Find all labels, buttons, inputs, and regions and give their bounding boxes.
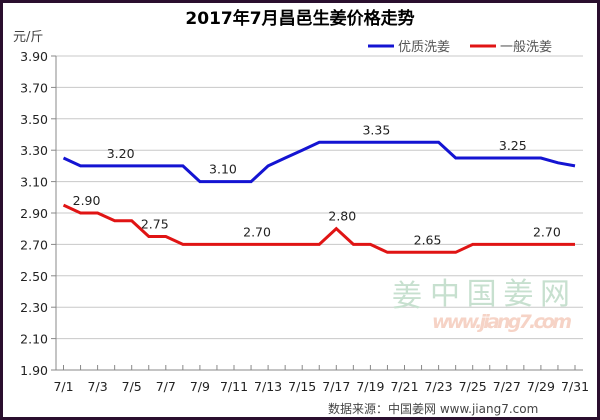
legend-label-premium: 优质洗姜 [398,40,450,55]
x-tick-label: 7/11 [220,379,248,394]
x-tick-label: 7/25 [459,379,487,394]
x-tick-label: 7/29 [527,379,555,394]
y-axis-ticks: 3.90 3.70 3.50 3.30 3.10 2.90 2.70 2.50 2.30 2.10… [20,49,57,378]
x-tick-label: 7/23 [425,379,453,394]
watermark-logo-icon: 姜 [392,279,422,314]
y-tick-label: 3.70 [20,80,48,95]
data-label: 2.70 [243,224,271,239]
x-axis: 7/1 7/3 7/5 7/7 7/9 7/11 7/13 7/15 7/17 7/19 7/21 7… [53,365,589,394]
gridlines [56,55,583,340]
x-tick-label: 7/9 [190,379,210,394]
y-tick-label: 2.50 [20,269,48,284]
series-regular-line [62,203,575,254]
y-tick-label: 2.70 [20,237,48,252]
y-tick-label: 2.10 [20,332,48,347]
watermark-url: www.jiang7.com [432,311,572,333]
y-tick-label: 3.10 [20,175,48,190]
legend-label-regular: 一般洗姜 [500,39,552,55]
data-label: 2.90 [73,193,101,208]
x-tick-label: 7/17 [322,379,350,394]
chart-title: 2017年7月昌邑生姜价格走势 [185,8,414,29]
data-label: 3.20 [107,146,135,161]
chart-frame [3,3,597,417]
data-label: 2.65 [414,232,442,247]
data-label: 3.10 [209,162,237,177]
data-source-footer: 数据来源：中国姜网 www.jiang7.com [328,401,538,416]
data-label: 3.35 [362,122,390,137]
x-tick-label: 7/15 [288,379,316,394]
data-label: 2.80 [328,209,356,224]
data-label: 2.75 [141,217,169,232]
x-tick-label: 7/5 [122,379,142,394]
y-tick-label: 3.30 [20,143,48,158]
data-series [62,140,576,254]
y-axis-unit: 元/斤 [13,30,43,45]
data-label: 2.70 [533,224,561,239]
x-tick-label: 7/19 [356,379,384,394]
y-tick-label: 2.30 [20,300,48,315]
y-tick-label: 3.50 [20,112,48,127]
y-tick-label: 2.90 [20,206,48,221]
series-premium-line [62,140,576,184]
watermark: 姜 中国姜网 www.jiang7.com [392,277,572,333]
data-labels: 3.20 3.10 3.35 3.25 2.90 2.75 2.70 2.80 2.65 2.70 [73,122,561,247]
x-tick-label: 7/1 [53,379,73,394]
y-tick-label: 1.90 [20,363,48,378]
x-tick-label: 7/31 [561,379,589,394]
x-tick-label: 7/27 [493,379,521,394]
y-tick-label: 3.90 [20,49,48,64]
x-tick-label: 7/21 [390,379,418,394]
x-tick-label: 7/3 [88,379,108,394]
x-tick-label: 7/7 [156,379,176,394]
x-tick-label: 7/13 [254,379,282,394]
legend: 优质洗姜 一般洗姜 [368,39,552,55]
data-label: 3.25 [499,138,527,153]
